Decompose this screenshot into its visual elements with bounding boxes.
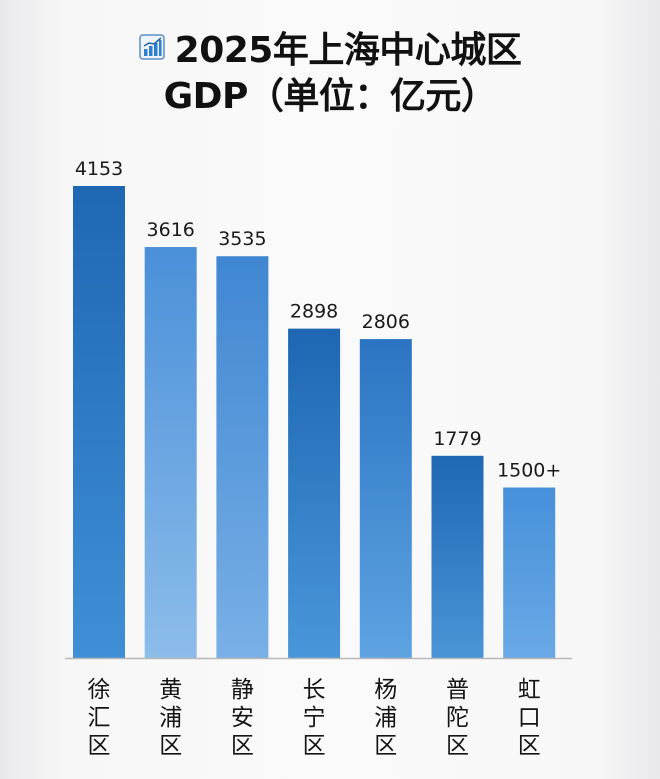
value-label-1: 4153: [75, 158, 123, 180]
category-label-2: 黄浦区: [159, 677, 182, 759]
bar-6: [431, 455, 484, 658]
value-label-3: 3535: [218, 228, 266, 250]
category-label-7: 虹口区: [518, 677, 541, 759]
title-line-1: 2025年上海中心城区: [0, 26, 660, 74]
category-label-5: 杨浦区: [374, 677, 397, 759]
category-label-3: 静安区: [231, 677, 254, 759]
chart-title: 2025年上海中心城区 GDP（单位：亿元）: [0, 26, 660, 120]
value-label-5: 2806: [362, 311, 410, 333]
category-label-1: 徐汇区: [88, 677, 111, 759]
bar-7: [503, 487, 556, 658]
bar-2: [144, 247, 197, 658]
title-text-1: 2025年上海中心城区: [174, 30, 522, 71]
value-label-4: 2898: [290, 301, 338, 323]
value-label-6: 1779: [433, 428, 481, 450]
bar-chart-icon: [138, 26, 165, 60]
value-label-7: 1500+: [497, 460, 561, 482]
bar-4: [288, 328, 341, 658]
bar-1: [73, 186, 125, 658]
title-line-2: GDP（单位：亿元）: [163, 76, 497, 117]
bar-5: [359, 339, 412, 658]
category-label-6: 普陀区: [446, 677, 469, 759]
bar-3: [216, 256, 269, 658]
value-label-2: 3616: [147, 219, 195, 241]
category-label-4: 长宁区: [303, 677, 326, 759]
